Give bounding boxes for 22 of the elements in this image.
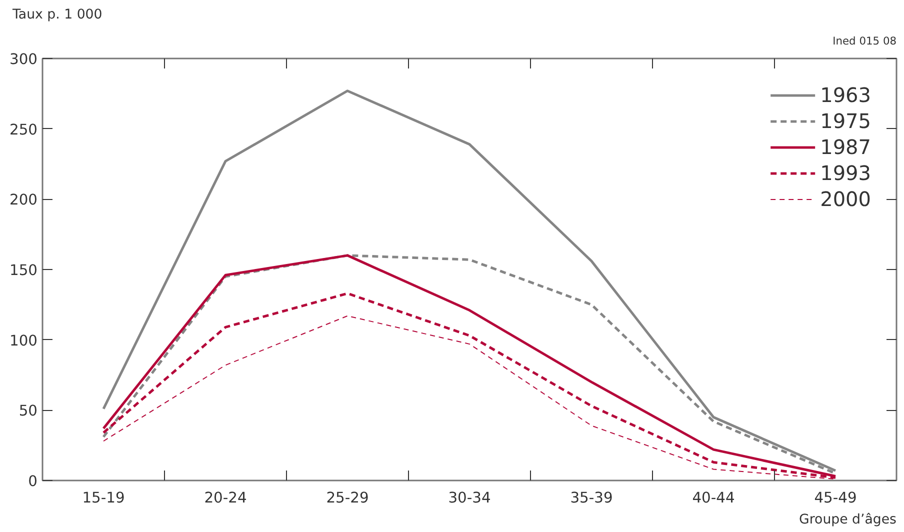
x-tick-label: 20-24: [204, 490, 247, 506]
legend-label: 1975: [820, 109, 871, 133]
x-tick-label: 30-34: [448, 490, 491, 506]
y-axis-title: Taux p. 1 000: [12, 8, 102, 22]
text: Ined 015 08: [832, 34, 897, 48]
y-tick-label: 150: [10, 262, 38, 279]
x-tick-label: 25-29: [326, 490, 369, 506]
y-tick-label: 300: [10, 51, 38, 68]
y-tick-label: 0: [28, 473, 38, 490]
legend-label: 1963: [820, 83, 871, 107]
x-tick-label: 15-19: [82, 490, 125, 506]
legend-label: 2000: [820, 187, 871, 211]
legend-label: 1993: [820, 161, 871, 185]
x-tick-label: 35-39: [570, 490, 613, 506]
y-tick-label: 100: [10, 332, 38, 350]
y-tick-label: 200: [10, 192, 38, 209]
x-tick-label: 45-49: [814, 490, 857, 506]
x-tick-label: 40-44: [692, 490, 735, 506]
y-tick-label: 50: [18, 402, 38, 420]
legend-label: 1987: [820, 135, 871, 159]
x-axis-title: Groupe d’âges: [799, 512, 897, 528]
y-tick-label: 250: [10, 121, 38, 138]
